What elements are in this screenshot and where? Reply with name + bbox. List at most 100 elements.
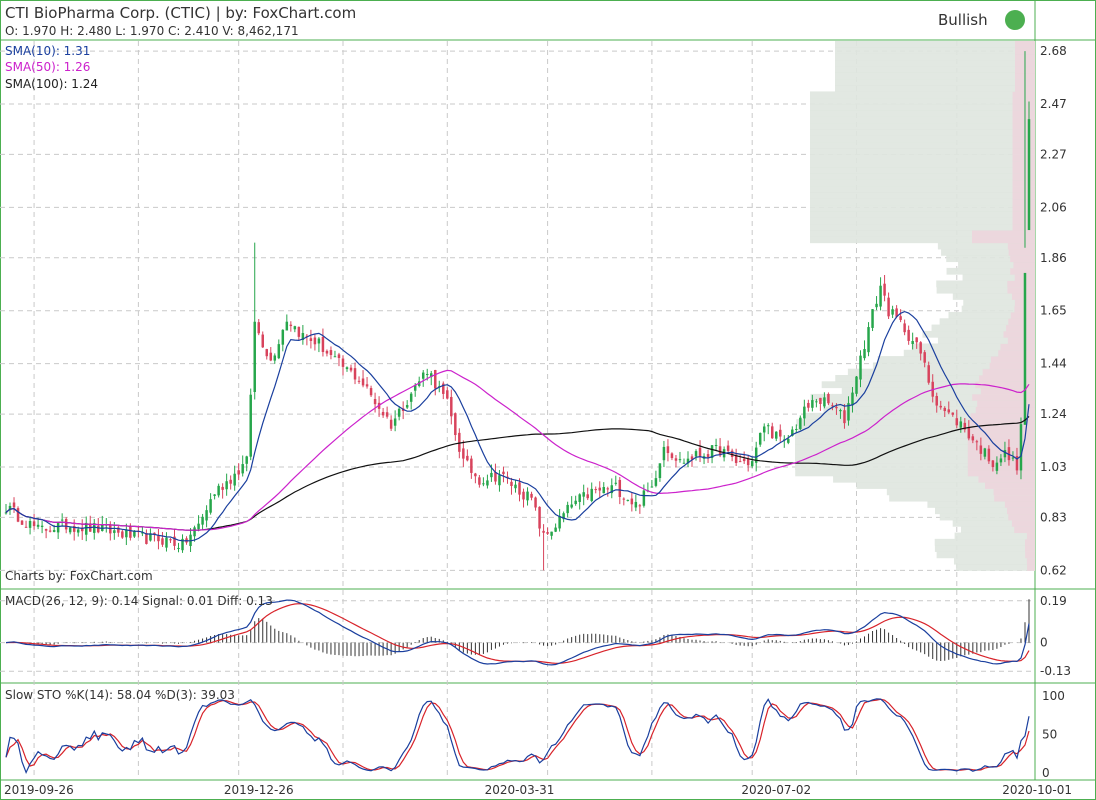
candle-body — [578, 494, 581, 502]
candle-body — [614, 482, 618, 484]
candle-body — [899, 316, 902, 320]
volume-profile-bar — [810, 167, 1035, 174]
volume-profile-bar — [967, 438, 1035, 445]
ohlc-readout: O: 1.970 H: 2.480 L: 1.970 C: 2.410 V: 8… — [5, 24, 299, 38]
volume-profile-bar — [1000, 343, 1035, 351]
candle-body — [1007, 447, 1011, 461]
candle-body — [101, 524, 104, 531]
volume-profile-bar — [994, 494, 1035, 502]
candle-body — [875, 303, 878, 308]
candle-body — [746, 458, 750, 466]
candle-body — [630, 498, 634, 505]
volume-profile-bar — [810, 230, 1035, 237]
candle-body — [666, 446, 670, 454]
volume-profile-bar — [1012, 154, 1035, 162]
candle-body — [726, 445, 730, 451]
volume-profile-bar — [1004, 501, 1035, 508]
volume-profile-bar — [955, 564, 1035, 571]
candle-body — [317, 338, 321, 344]
price-tick-label: 2.27 — [1040, 147, 1067, 161]
candle-body — [321, 336, 325, 352]
candle-body — [425, 374, 429, 376]
volume-profile-bar — [1013, 261, 1035, 269]
volume-profile-bar — [990, 356, 1035, 363]
candle-body — [36, 524, 40, 527]
price-tick-label: 1.65 — [1040, 304, 1067, 318]
candle-body — [634, 501, 638, 508]
candle-body — [855, 376, 858, 394]
candle-body — [835, 406, 838, 409]
volume-profile-bar — [795, 463, 1035, 471]
volume-profile-bar — [1012, 173, 1035, 181]
candle-body — [165, 537, 168, 548]
candle-body — [213, 494, 216, 496]
bullish-signal-icon — [1005, 10, 1025, 30]
candle-body — [333, 356, 337, 358]
candle-body — [843, 410, 846, 424]
candle-body — [72, 526, 76, 532]
volume-profile-bar — [872, 362, 1035, 370]
volume-profile-bar — [1012, 211, 1035, 218]
volume-profile-bar — [998, 349, 1035, 357]
candle-body — [397, 408, 401, 417]
candle-body — [48, 530, 52, 532]
price-tick-label: 1.24 — [1040, 407, 1067, 421]
volume-profile-bar — [968, 425, 1035, 433]
volume-profile-bar — [795, 431, 1035, 439]
volume-profile-bar — [810, 217, 1035, 225]
candle-body — [831, 405, 834, 407]
volume-profile-bar — [795, 438, 1035, 445]
sma50-line — [5, 369, 1030, 531]
candle-body — [389, 419, 393, 429]
volume-profile-bar — [1010, 267, 1035, 275]
candle-body — [554, 527, 557, 532]
candle-body — [329, 350, 333, 356]
candle-body — [413, 385, 417, 391]
candle-body — [682, 462, 686, 464]
sto-legend: Slow STO %K(14): 58.04 %D(3): 39.03 — [5, 688, 235, 702]
candle-body — [650, 486, 654, 488]
candle-body — [750, 461, 754, 467]
volume-profile-bar — [1012, 223, 1035, 231]
candle-body — [221, 486, 224, 490]
candle-body — [28, 521, 32, 528]
volume-profile-bar — [1012, 135, 1035, 143]
volume-profile-bar — [1010, 255, 1035, 263]
candle-body — [999, 458, 1003, 463]
candle-body — [795, 428, 798, 430]
candle-body — [201, 516, 204, 525]
candle-body — [690, 456, 694, 460]
sma10-line — [5, 310, 1030, 542]
candle-body — [626, 499, 630, 501]
candle-body — [153, 532, 156, 535]
sto-tick-label: 100 — [1042, 689, 1065, 703]
volume-profile-bar — [810, 393, 1035, 401]
volume-profile-bar — [795, 469, 1035, 477]
volume-profile-bar — [946, 255, 1035, 263]
price-grid — [0, 50, 1035, 571]
candle-body — [859, 355, 862, 380]
volume-profile-bar — [963, 299, 1035, 307]
candle-body — [606, 488, 610, 490]
volume-profile-bar — [954, 532, 1035, 540]
sma10-legend: SMA(10): 1.31 — [5, 44, 90, 58]
candle-body — [490, 472, 493, 478]
volume-profile-bar — [1007, 337, 1035, 344]
volume-profile-bar — [810, 223, 1035, 231]
volume-profile-bar — [810, 160, 1035, 168]
volume-profile-bar — [936, 286, 1035, 294]
candle-body — [450, 396, 453, 417]
candle-body — [341, 358, 345, 367]
candle-body — [177, 547, 180, 549]
volume-profile-bar — [810, 211, 1035, 218]
candle-body — [883, 283, 886, 296]
volume-profile-bar — [1012, 116, 1035, 124]
macd-tick-label: 0 — [1040, 636, 1048, 650]
volume-profile-bar — [1025, 551, 1035, 559]
candle-body — [197, 523, 200, 530]
volume-profile-bar — [1012, 141, 1035, 149]
sto-tick-label: 0 — [1042, 766, 1050, 780]
date-axis-labels: 2019-09-26 2019-12-26 2020-03-31 2020-07-02… — [4, 783, 1072, 797]
volume-profile-bar — [975, 406, 1035, 414]
candle-body — [927, 365, 930, 383]
